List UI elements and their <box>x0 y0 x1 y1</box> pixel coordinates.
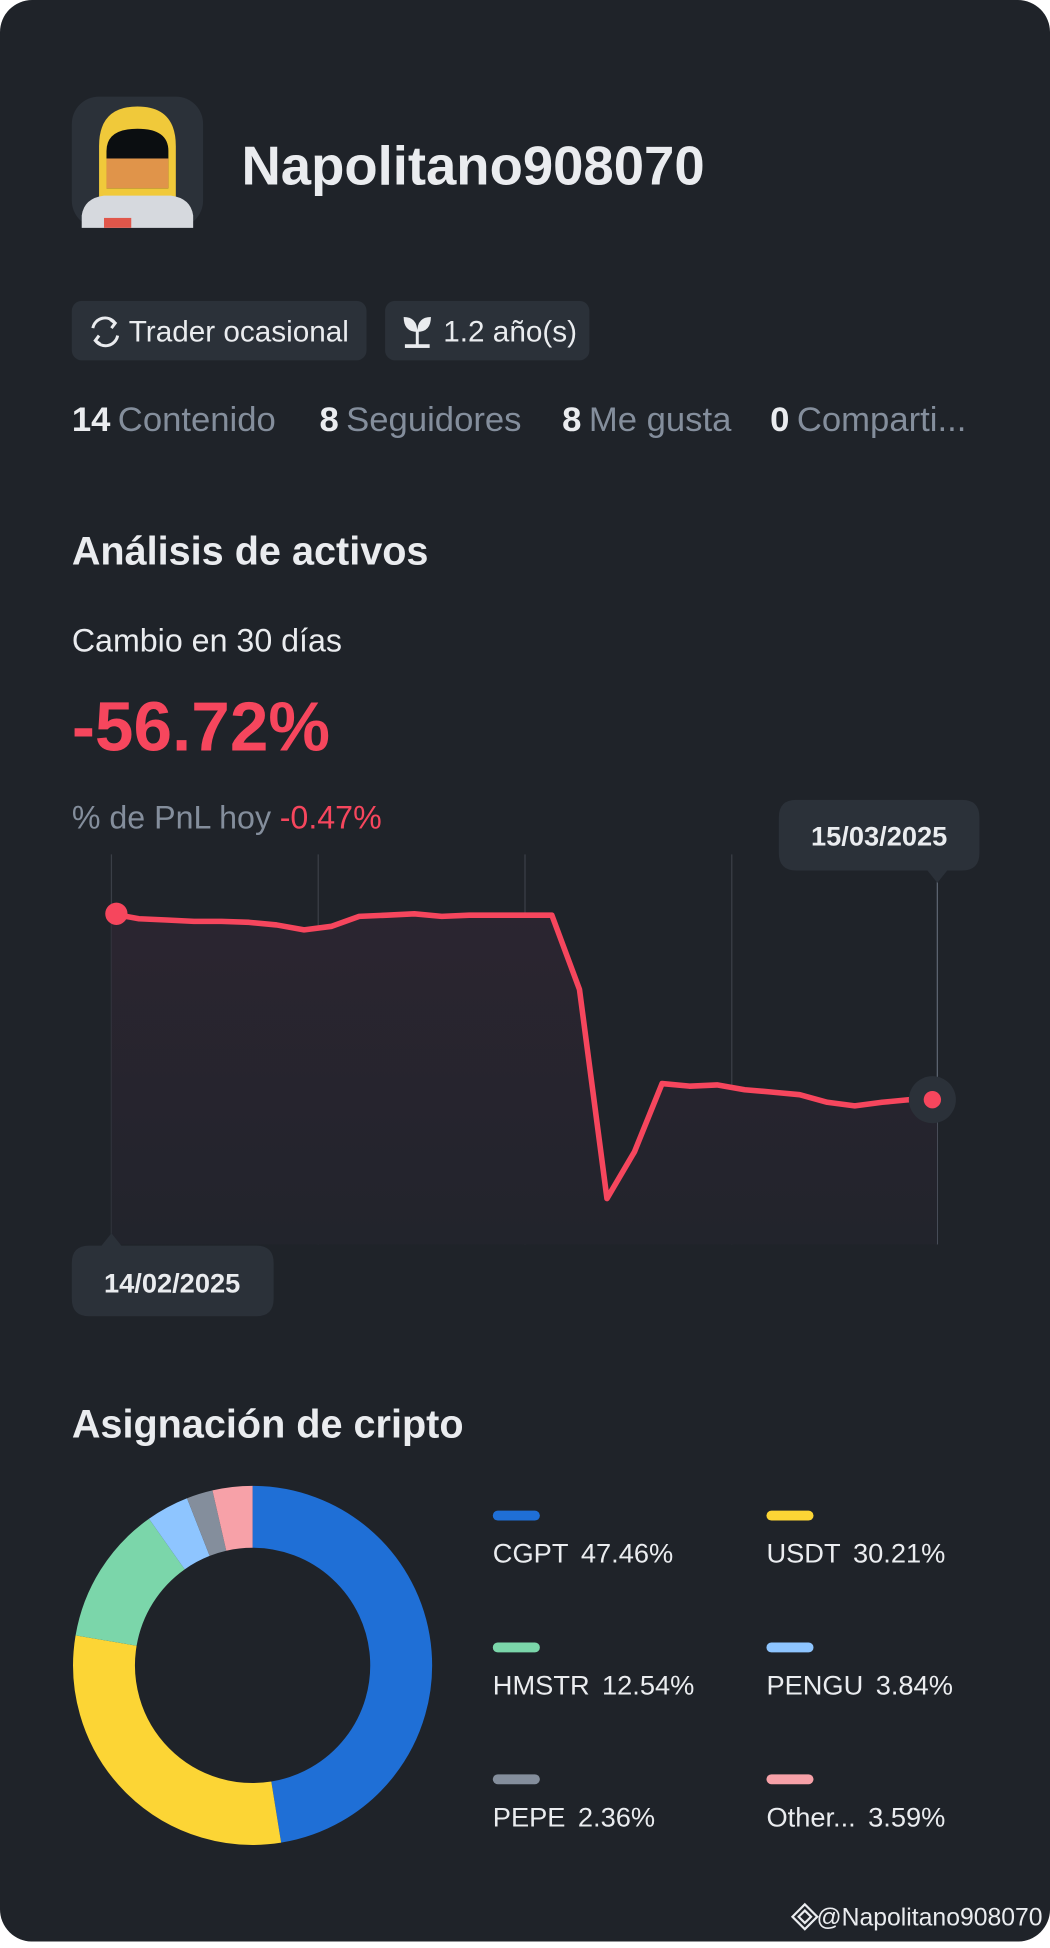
stat-label: Seguidores <box>346 401 521 439</box>
badge-icon <box>403 316 431 348</box>
pnl-label: % de PnL hoy <box>72 799 272 835</box>
legend-value: 47.46% <box>581 1538 673 1569</box>
badge-label: 1.2 año(s) <box>443 316 577 349</box>
donut-slice <box>212 1485 254 1551</box>
username: Napolitano908070 <box>241 135 704 196</box>
badge-label: Trader ocasional <box>129 316 349 349</box>
legend-swatch <box>766 1510 814 1521</box>
legend-name: USDT <box>766 1538 841 1569</box>
tooltip-date: 15/03/2025 <box>811 821 947 852</box>
tooltip-date: 14/02/2025 <box>104 1268 240 1299</box>
legend-name: CGPT <box>493 1538 569 1569</box>
legend-entry: Other... 3.59% <box>766 1801 945 1832</box>
donut-chart <box>73 1485 433 1845</box>
stat[interactable]: 8 Me gusta <box>562 401 732 439</box>
legend-value: 12.54% <box>602 1669 694 1700</box>
legend-entry: PENGU 3.84% <box>766 1669 952 1700</box>
legend-name: HMSTR <box>493 1669 590 1700</box>
pnl-value: -0.47% <box>280 799 382 835</box>
legend-entry: USDT 30.21% <box>766 1538 945 1569</box>
stat[interactable]: 14 Contenido <box>72 401 276 439</box>
stat-count: 8 <box>562 401 581 439</box>
watermark: @Napolitano908070 <box>817 1904 1043 1931</box>
donut-slice <box>75 1518 186 1647</box>
section-title: Asignación de cripto <box>72 1403 464 1447</box>
legend-swatch <box>766 1774 814 1785</box>
badge[interactable] <box>385 300 590 361</box>
legend-swatch <box>766 1642 814 1653</box>
avatar[interactable] <box>71 96 204 228</box>
badge[interactable] <box>71 300 367 361</box>
legend-value: 3.84% <box>876 1669 953 1700</box>
legend-entry: CGPT 47.46% <box>493 1538 673 1569</box>
donut-slice <box>73 1635 282 1845</box>
pnl-today: % de PnL hoy -0.47% <box>72 799 382 835</box>
badge-icon <box>91 316 120 348</box>
stat[interactable]: 0 Comparti... <box>770 401 966 439</box>
legend-swatch <box>492 1510 540 1521</box>
stat-label: Me gusta <box>589 401 732 439</box>
watermark-icon <box>790 1902 819 1931</box>
line <box>108 911 941 1202</box>
stat-count: 8 <box>319 401 338 439</box>
legend-entry: HMSTR 12.54% <box>493 1669 695 1700</box>
change-value: -56.72% <box>72 687 330 765</box>
legend-value: 30.21% <box>853 1538 945 1569</box>
end-point <box>923 1091 942 1109</box>
stat-count: 0 <box>770 401 789 439</box>
donut-slice <box>187 1490 227 1557</box>
legend-name: PEPE <box>493 1801 566 1832</box>
area-fill <box>111 913 938 1245</box>
legend: CGPT 47.46% USDT 30.21% HMSTR 12.54% PENGU 3.84… <box>492 1510 953 1832</box>
legend-value: 2.36% <box>578 1801 655 1832</box>
donut-slice <box>251 1485 433 1843</box>
legend-swatch <box>492 1774 540 1785</box>
legend-entry: PEPE 2.36% <box>493 1801 655 1832</box>
change-label: Cambio en 30 días <box>72 622 342 658</box>
tooltip <box>71 1233 274 1317</box>
donut-slice <box>148 1498 211 1570</box>
line-chart <box>105 854 956 1245</box>
tooltip <box>778 799 980 883</box>
legend-name: PENGU <box>766 1669 863 1700</box>
stat-label: Comparti... <box>797 401 966 439</box>
legend-value: 3.59% <box>868 1801 945 1832</box>
start-point <box>105 902 128 925</box>
stat-count: 14 <box>72 401 111 439</box>
legend-swatch <box>492 1642 540 1653</box>
stat-label: Contenido <box>118 401 276 439</box>
section-title: Análisis de activos <box>72 530 429 574</box>
stat[interactable]: 8 Seguidores <box>319 401 521 439</box>
legend-name: Other... <box>766 1801 855 1832</box>
